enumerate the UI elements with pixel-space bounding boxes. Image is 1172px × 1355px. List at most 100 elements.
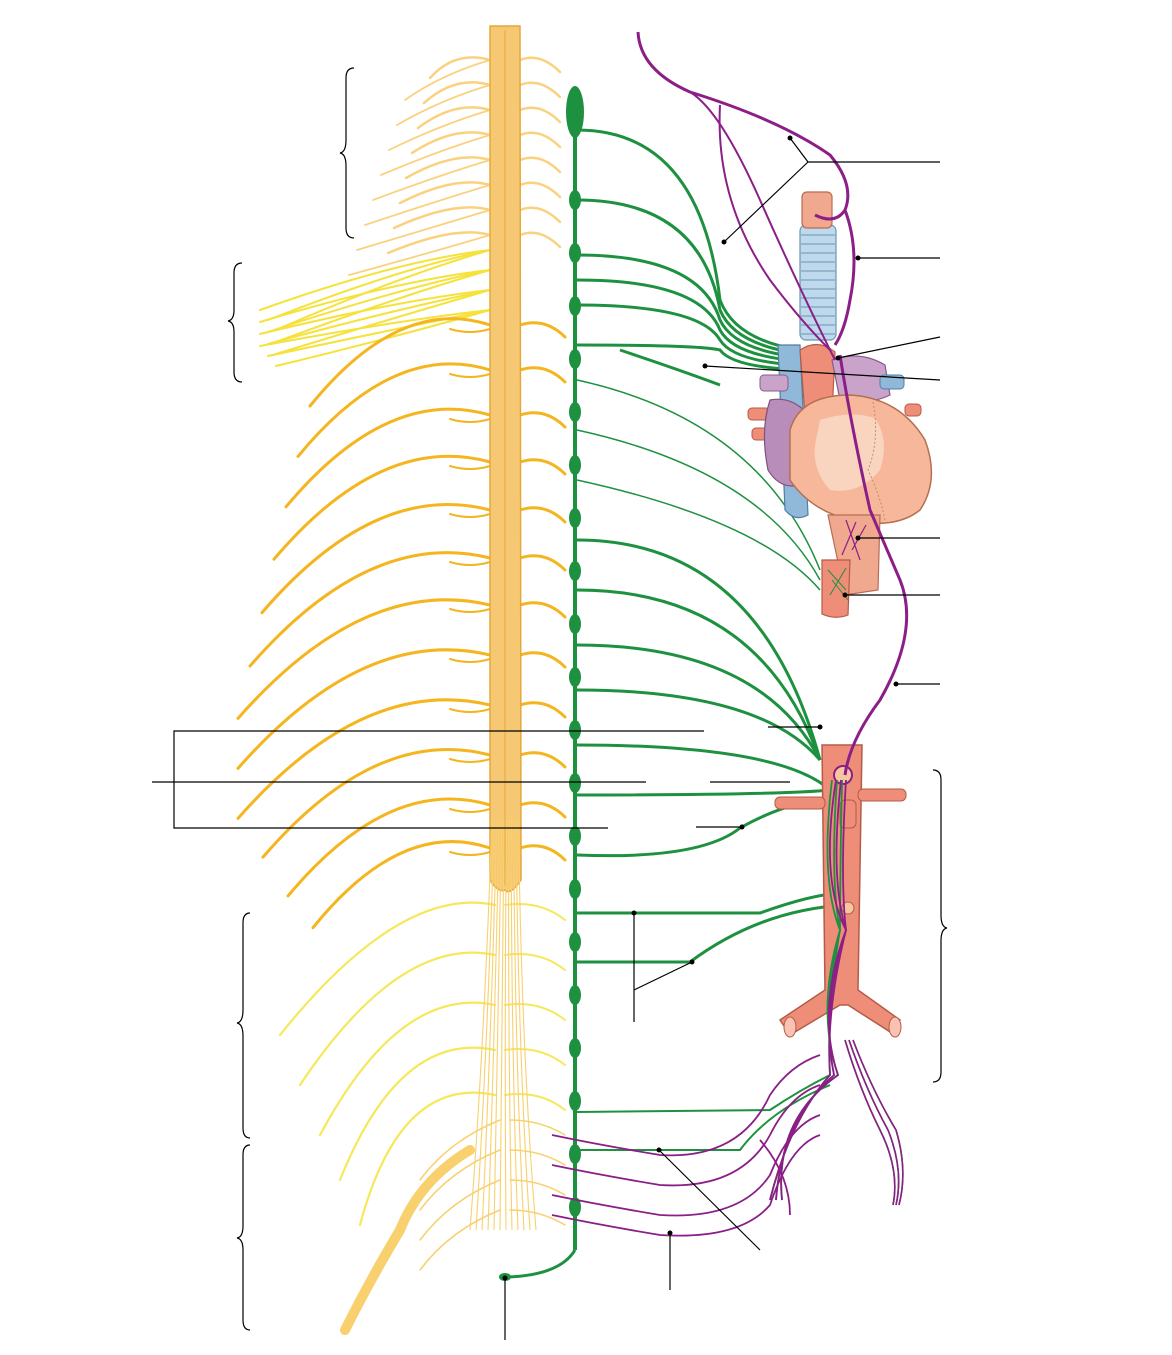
thoracic-nerve (236, 698, 492, 820)
cervical-nerve (404, 156, 492, 180)
hypogastric-plexus-strand (852, 1039, 904, 1206)
thoracic-nerve-right (518, 411, 567, 429)
renal-artery-left (774, 796, 826, 810)
thoracic-root (449, 851, 491, 856)
thoracic-nerve (261, 747, 492, 859)
brachial-plexus-nerve (267, 249, 491, 321)
aortic-plexus-strand (780, 779, 847, 1201)
pelvic-splanchnic-nerve (551, 1114, 821, 1217)
thoracic-nerve-right (518, 651, 567, 669)
superior-cervical-ganglion (566, 86, 584, 138)
cardiac-sympathetic-nerve (576, 303, 817, 368)
vagus-cardiac-branch-2 (718, 104, 831, 351)
trachea (799, 224, 837, 341)
cervical-nerve (422, 81, 492, 105)
chain-ganglion (569, 455, 581, 475)
chain-ganglion (569, 879, 581, 899)
cervical-nerve-right (518, 106, 562, 124)
chain-ganglion (569, 349, 581, 369)
pulmonary-branch-left (759, 374, 789, 392)
sacral-nerve-right (509, 1179, 566, 1196)
cauda-filament (510, 819, 519, 1231)
chain-ganglion (569, 508, 581, 528)
thoracic-nerve-right (518, 458, 567, 476)
aortic-plexus-strand (769, 779, 847, 1201)
sacral-nerve (419, 1209, 501, 1271)
thoracic-nerve (248, 551, 492, 668)
cervical-nerve-right (518, 131, 562, 149)
cauda-filament (517, 819, 537, 1231)
cervical-nerve (416, 106, 492, 130)
cervical-nerve-branch (364, 184, 491, 226)
sacral-brace (236, 1144, 251, 1331)
thoracic-nerve (236, 648, 492, 770)
brachial-plexus-nerve (259, 309, 491, 347)
region-braces (227, 67, 948, 1331)
thoracic-nerve (286, 797, 492, 898)
heart-groove (867, 401, 886, 521)
cardiac-sympathetic-nerve (576, 198, 805, 356)
thoracic-root (449, 561, 491, 566)
leader-sacral-splanchnic (658, 1149, 761, 1251)
cervical-nerve-branch (396, 84, 491, 126)
leader-dots (502, 135, 899, 1281)
spinal-cord (469, 25, 537, 1231)
brachial-plexus-nerve (275, 249, 491, 331)
brachial-plexus-nerve (275, 289, 491, 355)
brachial-plexus-nerve (267, 309, 491, 357)
sacral-nerve-right (509, 1149, 566, 1166)
lumbar-nerve-right (504, 1093, 566, 1111)
brachial-plexus-nerve (267, 289, 491, 345)
brachial-brace (227, 262, 243, 383)
cauda-filament (493, 819, 503, 1231)
cardiac-sympathetic-nerve (576, 253, 809, 360)
vagus-descending (838, 354, 909, 776)
chain-ganglion (569, 720, 581, 740)
chain-ganglion (569, 614, 581, 634)
thoracic-nerve (272, 454, 492, 561)
aortic-plexus-strand (775, 779, 847, 1201)
thoracic-root (449, 513, 491, 518)
cervical-nerve-branch (388, 109, 491, 151)
thoracic-nerve (236, 598, 492, 720)
thoracic-nerve-right (518, 844, 567, 862)
thoracic-root (449, 328, 491, 333)
pulmonary-branch-right (879, 374, 905, 390)
thoracic-root (449, 708, 491, 713)
greater-splanchnic-nerve (576, 688, 822, 761)
cervical-nerve-branch (356, 209, 491, 251)
thoracic-nerve-right (518, 801, 567, 819)
vagus-trunk-trachea (833, 209, 856, 346)
cauda-filament (475, 819, 495, 1231)
cervical-nerve (398, 181, 492, 205)
cauda-equina (469, 819, 537, 1231)
pelvic-branch-left (759, 1139, 791, 1216)
abdominal-aorta (769, 744, 907, 1206)
chain-ganglion (569, 1091, 581, 1111)
thoracic-visceral-nerve (576, 379, 821, 571)
cervical-nerve (386, 231, 492, 255)
thoracic-root (449, 658, 491, 663)
lumbar-splanchnic-nerve-2 (577, 903, 846, 964)
brachial-plexus-nerve (267, 269, 491, 333)
cervical-nerve-right (518, 81, 562, 99)
chain-ganglion (569, 932, 581, 952)
sacral-splanchnic-nerve-2 (577, 1084, 831, 1151)
thoracic-nerve (311, 840, 492, 930)
chain-to-impar (507, 1249, 577, 1279)
pelvic-nerves (551, 1054, 821, 1237)
lumbar-brace (236, 912, 251, 1139)
cardiac-nerve-heart (619, 348, 721, 387)
greater-splanchnic-nerve (576, 538, 822, 761)
lesser-splanchnic-nerve (576, 743, 832, 792)
leader-cardiac-plexus (837, 336, 941, 359)
thoracic-visceral-nerve (576, 479, 821, 591)
chain-ganglion (569, 296, 581, 316)
thoracic-root (449, 808, 491, 813)
lumbar-nerve-right (504, 953, 566, 971)
thoracic-nerve-right (518, 321, 567, 339)
renal-artery-right (857, 788, 907, 802)
thoracic-aorta (821, 559, 851, 618)
chain-ganglion (569, 190, 581, 210)
